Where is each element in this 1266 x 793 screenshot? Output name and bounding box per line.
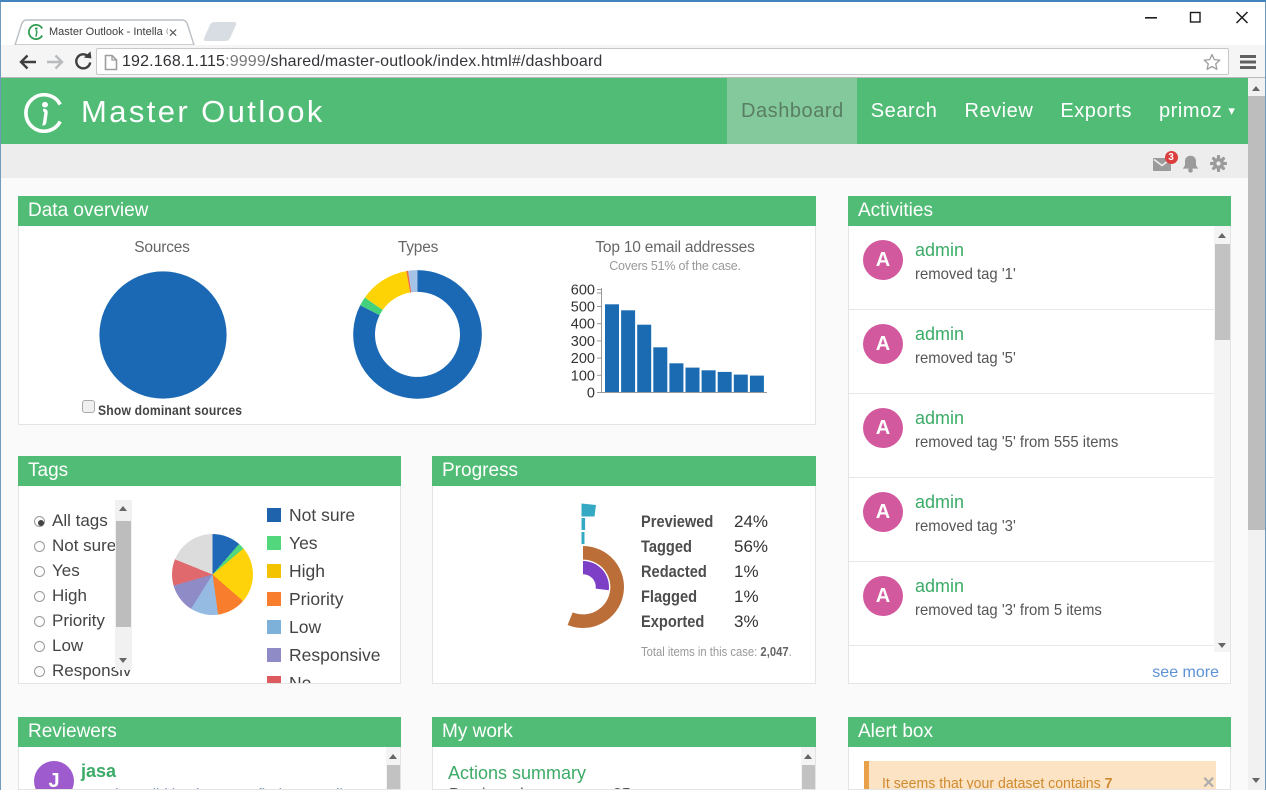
svg-text:200: 200 — [571, 351, 595, 367]
svg-text:300: 300 — [571, 334, 595, 350]
svg-text:600: 600 — [571, 282, 595, 298]
svg-text:400: 400 — [571, 317, 595, 333]
svg-text:100: 100 — [571, 368, 595, 384]
svg-text:0: 0 — [587, 386, 595, 402]
svg-text:500: 500 — [571, 300, 595, 316]
